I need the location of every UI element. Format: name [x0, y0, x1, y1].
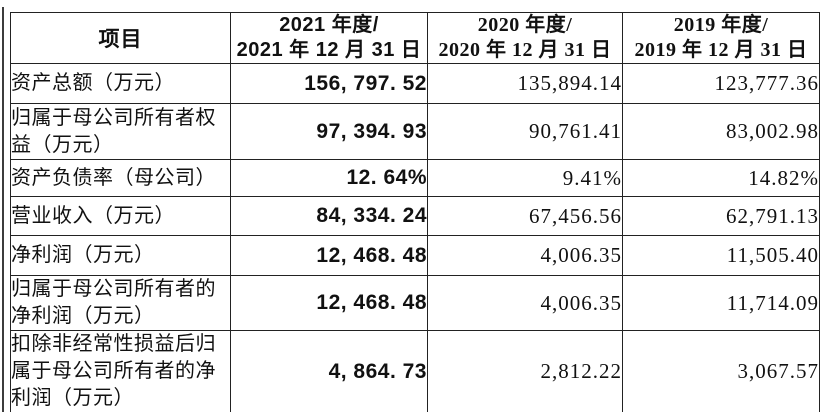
value-2019: 14.82%: [622, 159, 820, 197]
value-2019: 3,067.57: [622, 330, 820, 412]
page-edge-line: [2, 7, 4, 412]
value-2021: 84, 334. 24: [230, 196, 428, 236]
value-2020: 4,006.35: [427, 235, 623, 276]
value-2021: 12, 468. 48: [230, 235, 428, 276]
value-2019: 83,002.98: [622, 103, 820, 160]
value-2019: 11,505.40: [622, 235, 820, 276]
header-row: 项目 2021 年度/ 2021 年 12 月 31 日 2020 年度/ 20…: [10, 12, 820, 64]
table-row-parent-equity: 归属于母公司所有者权 益（万元） 97, 394. 93 90,761.41 8…: [10, 103, 820, 160]
table-row-total-assets: 资产总额（万元） 156, 797. 52 135,894.14 123,777…: [10, 63, 820, 104]
value-2020: 90,761.41: [427, 103, 623, 160]
value-2019: 62,791.13: [622, 196, 820, 236]
row-label: 归属于母公司所有者权 益（万元）: [10, 103, 231, 160]
value-2019: 123,777.36: [622, 63, 820, 104]
value-2019: 11,714.09: [622, 275, 820, 331]
table-row-deducted-net-profit: 扣除非经常性损益后归 属于母公司所有者的净 利润（万元） 4, 864. 73 …: [10, 330, 820, 412]
value-2021: 12, 468. 48: [230, 275, 428, 331]
table-row-operating-revenue: 营业收入（万元） 84, 334. 24 67,456.56 62,791.13: [10, 196, 820, 236]
row-label: 资产总额（万元）: [10, 63, 231, 104]
row-label: 净利润（万元）: [10, 235, 231, 276]
header-period-2020: 2020 年度/ 2020 年 12 月 31 日: [427, 12, 623, 64]
header-period-2021: 2021 年度/ 2021 年 12 月 31 日: [230, 12, 428, 64]
row-label: 资产负债率（母公司）: [10, 159, 231, 197]
value-2021: 4, 864. 73: [230, 330, 428, 412]
row-label: 营业收入（万元）: [10, 196, 231, 236]
value-2021: 12. 64%: [230, 159, 428, 197]
header-item-column: 项目: [10, 12, 231, 64]
row-label: 归属于母公司所有者的 净利润（万元）: [10, 275, 231, 331]
row-label: 扣除非经常性损益后归 属于母公司所有者的净 利润（万元）: [10, 330, 231, 412]
financial-summary-table: 项目 2021 年度/ 2021 年 12 月 31 日 2020 年度/ 20…: [10, 12, 820, 412]
value-2020: 4,006.35: [427, 275, 623, 331]
value-2020: 9.41%: [427, 159, 623, 197]
value-2020: 67,456.56: [427, 196, 623, 236]
value-2020: 135,894.14: [427, 63, 623, 104]
value-2021: 156, 797. 52: [230, 63, 428, 104]
table-row-debt-ratio: 资产负债率（母公司） 12. 64% 9.41% 14.82%: [10, 159, 820, 197]
table-row-parent-net-profit: 归属于母公司所有者的 净利润（万元） 12, 468. 48 4,006.35 …: [10, 275, 820, 331]
table-row-net-profit: 净利润（万元） 12, 468. 48 4,006.35 11,505.40: [10, 235, 820, 276]
value-2021: 97, 394. 93: [230, 103, 428, 160]
header-period-2019: 2019 年度/ 2019 年 12 月 31 日: [622, 12, 820, 64]
value-2020: 2,812.22: [427, 330, 623, 412]
